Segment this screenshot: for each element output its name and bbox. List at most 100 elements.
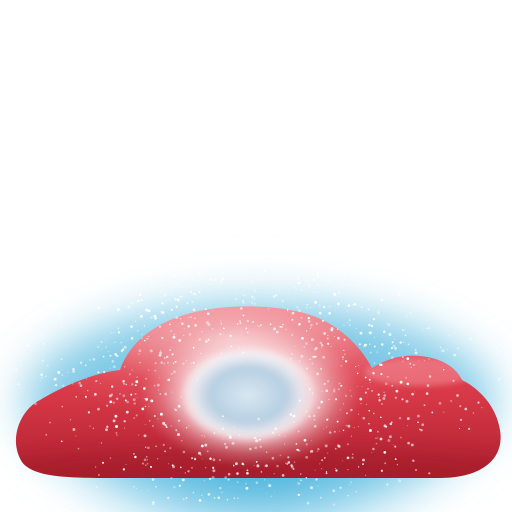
sparkle-dot — [271, 456, 275, 460]
sparkle-dot — [89, 425, 91, 427]
sparkle-dot — [382, 397, 386, 400]
sparkle-dot — [192, 491, 195, 494]
sparkle-dot — [256, 464, 260, 468]
sparkle-dot — [338, 291, 340, 294]
sparkle-dot — [61, 374, 64, 377]
sparkle-dot — [284, 282, 286, 284]
sparkle-dot — [95, 486, 98, 489]
sparkle-dot — [40, 373, 43, 376]
sparkle-dot — [323, 331, 327, 335]
sparkle-dot — [145, 377, 147, 380]
sparkle-dot — [327, 334, 329, 337]
sparkle-dot — [201, 263, 204, 266]
sparkle-dot — [265, 464, 268, 468]
sparkle-dot — [160, 311, 162, 313]
sparkle-dot — [110, 363, 112, 365]
sparkle-dot — [191, 457, 194, 460]
sparkle-dot — [378, 398, 381, 402]
sparkle-dot — [368, 422, 370, 425]
sparkle-dot — [431, 411, 434, 414]
sparkle-dot — [134, 455, 137, 459]
sparkle-dot — [204, 443, 208, 447]
sparkle-dot — [194, 324, 198, 327]
sparkle-dot — [426, 327, 428, 330]
sparkle-dot — [144, 398, 146, 400]
sparkle-dot — [195, 270, 197, 272]
sparkle-dot — [101, 461, 105, 464]
sparkle-dot — [138, 293, 142, 297]
sparkle-dot — [49, 311, 53, 315]
sparkle-dot — [406, 425, 408, 427]
sparkle-dot — [312, 271, 315, 274]
sparkle-dot — [15, 368, 18, 371]
sparkle-dot — [208, 278, 212, 281]
sparkle-dot — [351, 456, 354, 459]
sparkle-dot — [115, 431, 118, 434]
sparkle-dot — [237, 277, 239, 279]
sparkle-dot — [192, 346, 195, 349]
sparkle-dot — [312, 392, 314, 394]
sparkle-dot — [469, 337, 472, 340]
sparkle-dot — [213, 497, 216, 499]
sparkle-dot — [221, 277, 225, 280]
sparkle-dot — [255, 439, 259, 443]
sparkle-dot — [305, 477, 308, 479]
sparkle-dot — [337, 445, 341, 448]
sparkle-dot — [308, 284, 311, 288]
sparkle-dot — [133, 453, 135, 455]
sparkle-dot — [174, 408, 176, 410]
sparkle-dot — [398, 479, 401, 483]
sparkle-dot — [146, 338, 148, 340]
sparkle-dot — [264, 291, 266, 293]
sparkle-dot — [198, 291, 201, 294]
sparkle-dot — [109, 367, 111, 369]
sparkle-dot — [287, 456, 290, 459]
sparkle-dot — [412, 459, 415, 462]
sparkle-dot — [143, 458, 147, 462]
sparkle-dot — [88, 358, 91, 362]
sparkle-dot — [220, 280, 223, 283]
sparkle-dot — [225, 445, 228, 449]
sparkle-dot — [227, 478, 230, 481]
sparkle-dot — [363, 343, 367, 347]
sparkle-dot — [168, 463, 170, 465]
sparkle-dot — [167, 378, 171, 382]
sparkle-dot — [166, 496, 170, 500]
sparkle-dot — [390, 356, 394, 359]
sparkle-dot — [212, 328, 214, 330]
sparkle-dot — [180, 396, 182, 398]
sparkle-dot — [340, 365, 342, 367]
sparkle-dot — [362, 278, 364, 280]
sparkle-dot — [160, 273, 163, 277]
sparkle-dot — [170, 294, 173, 296]
sparkle-dot — [421, 423, 425, 427]
sparkle-dot — [364, 376, 367, 379]
center-hole — [180, 347, 316, 443]
sparkle-dot — [211, 309, 213, 311]
sparkle-dot — [305, 455, 309, 459]
sparkle-dot — [407, 343, 410, 346]
sparkle-dot — [357, 332, 359, 334]
sparkle-dot — [321, 346, 322, 348]
sparkle-dot — [416, 414, 420, 418]
sparkle-dot — [245, 483, 247, 485]
sparkle-dot — [208, 417, 210, 419]
sparkle-dot — [172, 335, 176, 339]
sparkle-dot — [281, 474, 285, 477]
sparkle-dot — [228, 435, 232, 439]
sparkle-dot — [402, 360, 404, 363]
sparkle-dot — [319, 341, 323, 345]
sparkle-dot — [442, 368, 445, 371]
sparkle-dot — [314, 348, 317, 351]
sparkle-dot — [130, 337, 134, 340]
sparkle-dot — [259, 445, 263, 449]
sparkle-particles — [5, 249, 501, 506]
sparkle-dot — [141, 337, 143, 340]
sparkle-dot — [312, 355, 315, 358]
sparkle-dot — [163, 357, 166, 359]
sparkle-dot — [207, 493, 211, 496]
sparkle-dot — [343, 324, 345, 326]
sparkle-dot — [394, 396, 397, 399]
sparkle-dot — [149, 420, 151, 422]
sparkle-dot — [219, 333, 222, 336]
